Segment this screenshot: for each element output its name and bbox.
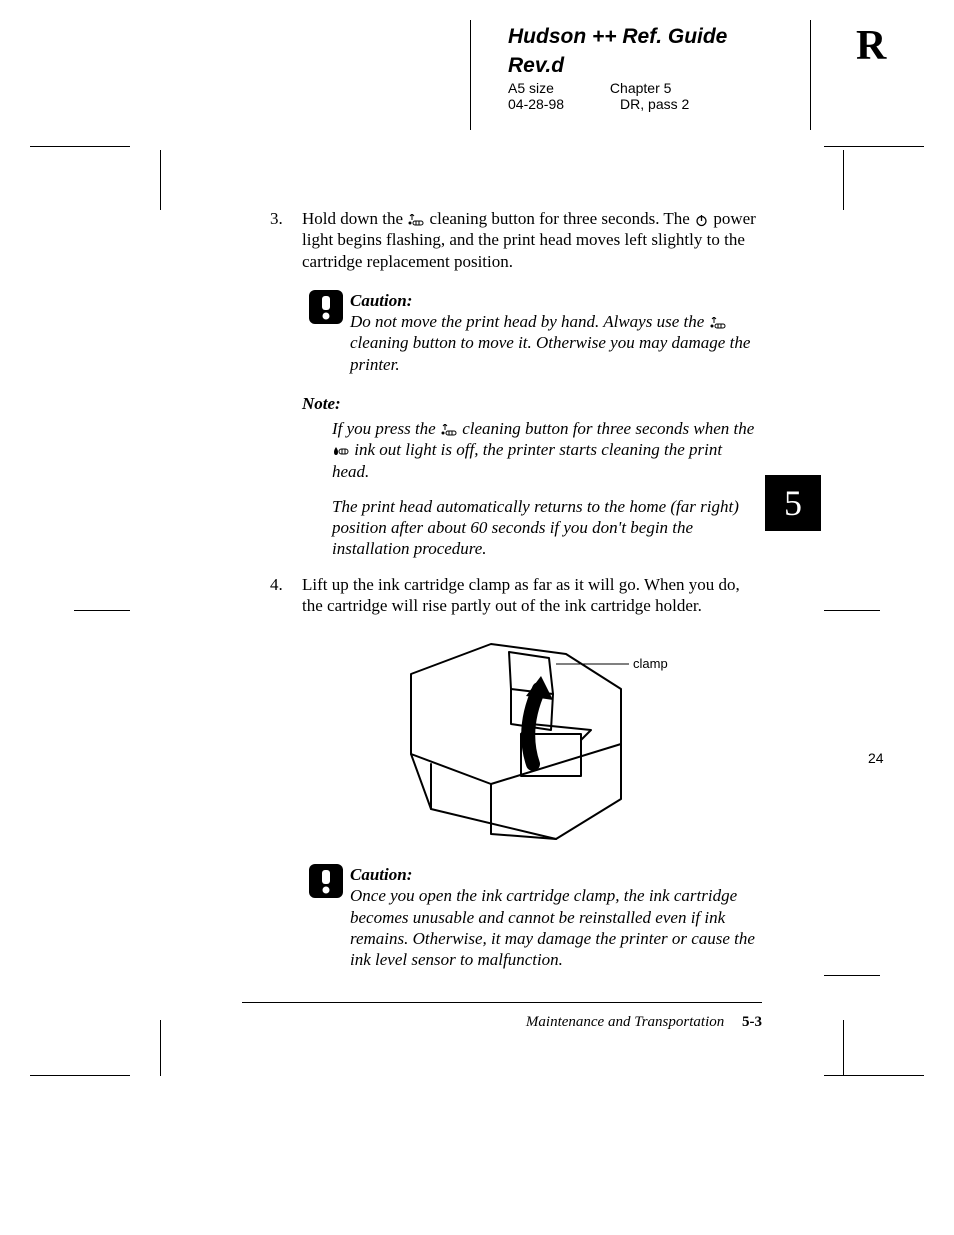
step-4: 4. Lift up the ink cartridge clamp as fa…	[270, 574, 760, 617]
doc-title-1: Hudson ++ Ref. Guide	[508, 24, 880, 49]
ink-out-icon	[333, 446, 349, 456]
power-icon	[695, 214, 708, 227]
step-4-num: 4.	[270, 574, 302, 617]
caution-icon	[302, 290, 350, 375]
cleaning-icon	[408, 214, 424, 226]
figure-label: clamp	[633, 656, 668, 671]
hdr-date: 04-28-98	[508, 96, 564, 112]
step-3-text: Hold down the cleaning button for three …	[302, 208, 760, 272]
side-page-number: 24	[868, 750, 884, 766]
header: Hudson ++ Ref. Guide Rev.d A5 size Chapt…	[480, 20, 880, 112]
footer-page: 5-3	[742, 1014, 762, 1030]
footer-section: Maintenance and Transportation	[526, 1014, 724, 1030]
chapter-tab: 5	[765, 475, 821, 531]
caution-1: Caution: Do not move the print head by h…	[302, 290, 760, 375]
cleaning-icon	[710, 317, 726, 329]
header-rule-left	[470, 20, 471, 130]
hdr-size: A5 size	[508, 80, 554, 96]
step-3: 3. Hold down the cleaning button for thr…	[270, 208, 760, 272]
caution-1-text: Caution: Do not move the print head by h…	[350, 290, 760, 375]
hdr-chapter: Chapter 5	[610, 80, 671, 96]
page-content: 3. Hold down the cleaning button for thr…	[270, 208, 760, 988]
doc-title-2: Rev.d	[508, 53, 880, 78]
step-3-num: 3.	[270, 208, 302, 272]
note-heading: Note:	[302, 393, 760, 414]
figure-clamp: clamp	[302, 634, 760, 844]
footer: Maintenance and Transportation 5-3	[242, 1014, 762, 1031]
note: Note: If you press the cleaning button f…	[302, 393, 760, 560]
caution-2-text: Caution: Once you open the ink cartridge…	[350, 864, 760, 970]
note-body: If you press the cleaning button for thr…	[332, 418, 760, 560]
caution-icon	[302, 864, 350, 970]
hdr-pass: DR, pass 2	[620, 96, 689, 112]
footer-rule	[242, 1002, 762, 1003]
proof-mark: R	[856, 22, 886, 70]
caution-2: Caution: Once you open the ink cartridge…	[302, 864, 760, 970]
cleaning-icon	[441, 424, 457, 436]
step-4-text: Lift up the ink cartridge clamp as far a…	[302, 574, 760, 617]
